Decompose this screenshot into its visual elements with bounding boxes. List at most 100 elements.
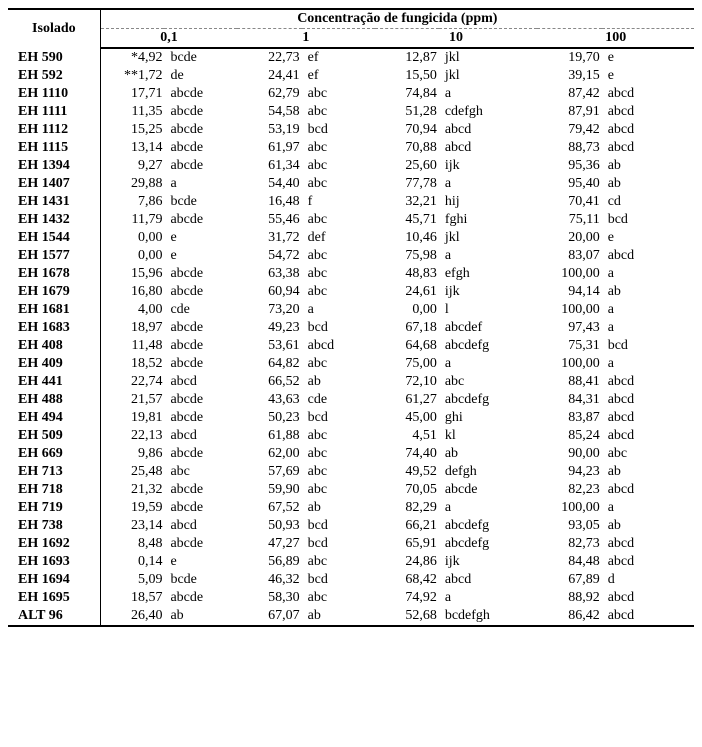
iso-cell: EH 1431 bbox=[8, 193, 100, 211]
val-0-1: **1,72 bbox=[100, 67, 164, 85]
grp-1: ef bbox=[302, 67, 375, 85]
val-100: 87,42 bbox=[537, 85, 601, 103]
grp-1: abc bbox=[302, 103, 375, 121]
iso-cell: EH 1577 bbox=[8, 247, 100, 265]
val-100: 85,24 bbox=[537, 427, 601, 445]
iso-cell: EH 409 bbox=[8, 355, 100, 373]
grp-100: ab bbox=[602, 157, 694, 175]
iso-cell: EH 1407 bbox=[8, 175, 100, 193]
grp-100: ab bbox=[602, 463, 694, 481]
val-1: 73,20 bbox=[237, 301, 301, 319]
table-row: EH 1681 4,00cde 73,20a 0,00l100,00a bbox=[8, 301, 694, 319]
grp-1: abc bbox=[302, 175, 375, 193]
iso-cell: EH 1544 bbox=[8, 229, 100, 247]
val-100: 88,73 bbox=[537, 139, 601, 157]
grp-0-1: e bbox=[164, 553, 237, 571]
val-0-1: 15,25 bbox=[100, 121, 164, 139]
grp-100: bcd bbox=[602, 211, 694, 229]
grp-100: abcd bbox=[602, 391, 694, 409]
val-0-1: 23,14 bbox=[100, 517, 164, 535]
val-10: 48,83 bbox=[375, 265, 439, 283]
iso-cell: EH 1432 bbox=[8, 211, 100, 229]
val-100: 86,42 bbox=[537, 607, 601, 626]
val-0-1: 16,80 bbox=[100, 283, 164, 301]
grp-10: jkl bbox=[439, 67, 538, 85]
grp-100: e bbox=[602, 48, 694, 67]
table-row: EH 494 19,81abcde 50,23bcd 45,00ghi 83,8… bbox=[8, 409, 694, 427]
grp-100: abcd bbox=[602, 85, 694, 103]
val-10: 0,00 bbox=[375, 301, 439, 319]
col-0-1: 0,1 bbox=[100, 29, 237, 49]
val-0-1: 19,81 bbox=[100, 409, 164, 427]
val-1: 66,52 bbox=[237, 373, 301, 391]
val-1: 43,63 bbox=[237, 391, 301, 409]
val-100: 95,36 bbox=[537, 157, 601, 175]
val-100: 83,07 bbox=[537, 247, 601, 265]
grp-0-1: e bbox=[164, 247, 237, 265]
grp-10: efgh bbox=[439, 265, 538, 283]
val-1: 60,94 bbox=[237, 283, 301, 301]
val-10: 24,86 bbox=[375, 553, 439, 571]
grp-0-1: abcde bbox=[164, 355, 237, 373]
header-row-2: 0,1 1 10 100 bbox=[8, 29, 694, 49]
val-10: 70,94 bbox=[375, 121, 439, 139]
val-0-1: 8,48 bbox=[100, 535, 164, 553]
val-0-1: 5,09 bbox=[100, 571, 164, 589]
grp-1: bcd bbox=[302, 319, 375, 337]
table-row: EH 1407 29,88a 54,40abc 77,78a 95,40ab bbox=[8, 175, 694, 193]
val-10: 61,27 bbox=[375, 391, 439, 409]
val-100: 67,89 bbox=[537, 571, 601, 589]
table-row: EH 1679 16,80abcde 60,94abc 24,61ijk 94,… bbox=[8, 283, 694, 301]
val-1: 63,38 bbox=[237, 265, 301, 283]
val-100: 87,91 bbox=[537, 103, 601, 121]
table-row: EH 1678 15,96abcde 63,38abc 48,83efgh100… bbox=[8, 265, 694, 283]
val-0-1: 11,48 bbox=[100, 337, 164, 355]
val-100: 88,92 bbox=[537, 589, 601, 607]
val-10: 51,28 bbox=[375, 103, 439, 121]
grp-1: abc bbox=[302, 139, 375, 157]
table-row: EH 1112 15,25abcde 53,19bcd 70,94abcd 79… bbox=[8, 121, 694, 139]
iso-cell: EH 1693 bbox=[8, 553, 100, 571]
val-0-1: 26,40 bbox=[100, 607, 164, 626]
val-10: 32,21 bbox=[375, 193, 439, 211]
grp-100: abcd bbox=[602, 121, 694, 139]
table-row: EH 592 **1,72de 24,41ef 15,50jkl 39,15e bbox=[8, 67, 694, 85]
iso-cell: EH 408 bbox=[8, 337, 100, 355]
grp-0-1: bcde bbox=[164, 571, 237, 589]
grp-100: abcd bbox=[602, 535, 694, 553]
grp-100: abcd bbox=[602, 481, 694, 499]
val-100: 90,00 bbox=[537, 445, 601, 463]
val-1: 58,30 bbox=[237, 589, 301, 607]
iso-cell: EH 1112 bbox=[8, 121, 100, 139]
col-100: 100 bbox=[537, 29, 694, 49]
iso-cell: EH 1110 bbox=[8, 85, 100, 103]
grp-100: a bbox=[602, 265, 694, 283]
table-row: EH 738 23,14abcd 50,93bcd 66,21abcdefg 9… bbox=[8, 517, 694, 535]
grp-100: bcd bbox=[602, 337, 694, 355]
iso-cell: EH 441 bbox=[8, 373, 100, 391]
val-1: 59,90 bbox=[237, 481, 301, 499]
val-10: 52,68 bbox=[375, 607, 439, 626]
grp-100: a bbox=[602, 355, 694, 373]
val-1: 49,23 bbox=[237, 319, 301, 337]
grp-0-1: abcde bbox=[164, 391, 237, 409]
header-concentration: Concentração de fungicida (ppm) bbox=[100, 9, 694, 29]
grp-1: a bbox=[302, 301, 375, 319]
grp-10: kl bbox=[439, 427, 538, 445]
val-1: 54,58 bbox=[237, 103, 301, 121]
val-10: 82,29 bbox=[375, 499, 439, 517]
iso-cell: EH 1115 bbox=[8, 139, 100, 157]
val-100: 19,70 bbox=[537, 48, 601, 67]
grp-1: abc bbox=[302, 589, 375, 607]
grp-10: jkl bbox=[439, 229, 538, 247]
val-100: 82,23 bbox=[537, 481, 601, 499]
grp-100: ab bbox=[602, 517, 694, 535]
grp-10: abcd bbox=[439, 571, 538, 589]
grp-100: ab bbox=[602, 175, 694, 193]
table-row: EH 1111 11,35abcde 54,58abc 51,28cdefgh … bbox=[8, 103, 694, 121]
val-10: 25,60 bbox=[375, 157, 439, 175]
grp-1: abc bbox=[302, 481, 375, 499]
val-10: 67,18 bbox=[375, 319, 439, 337]
grp-100: e bbox=[602, 229, 694, 247]
val-0-1: 15,96 bbox=[100, 265, 164, 283]
